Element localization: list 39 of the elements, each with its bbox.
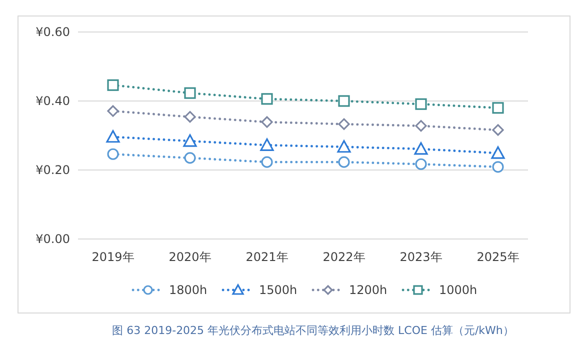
point <box>261 93 273 105</box>
legend-label: 1000h <box>439 283 478 298</box>
point <box>261 116 273 128</box>
y-tick-label: ¥0.60 <box>36 25 70 40</box>
point <box>492 124 504 136</box>
point <box>107 105 119 117</box>
point <box>184 111 196 123</box>
x-tick-label: 2019年 <box>92 250 134 264</box>
point <box>107 79 119 91</box>
x-tick-label: 2020年 <box>168 250 212 264</box>
point <box>338 156 350 168</box>
point <box>415 158 427 170</box>
point <box>492 161 504 173</box>
caption: 图 63 2019-2025 年光伏分布式电站不同等效利用小时数 LCOE 估算（元/kWh） <box>112 324 514 337</box>
point <box>491 146 505 159</box>
point <box>107 148 119 160</box>
point <box>414 142 428 155</box>
legend-label: 1200h <box>349 283 388 298</box>
point <box>106 130 120 143</box>
point <box>260 138 274 151</box>
point <box>338 118 350 130</box>
point <box>261 156 273 168</box>
point <box>338 95 350 107</box>
point <box>337 140 351 153</box>
point <box>184 152 196 164</box>
x-tick-label: 2021年 <box>246 250 288 264</box>
y-tick-label: ¥0.20 <box>36 163 70 178</box>
legend-label: 1500h <box>259 283 298 298</box>
legend-label: 1800h <box>169 283 208 298</box>
point <box>184 87 196 99</box>
point <box>415 120 427 132</box>
x-tick-label: 2023年 <box>400 250 442 264</box>
point <box>492 102 504 114</box>
x-tick-label: 2025年 <box>476 250 520 264</box>
y-tick-label: ¥0.40 <box>36 94 70 108</box>
point <box>415 98 427 110</box>
x-tick-label: 2022年 <box>322 250 366 264</box>
point <box>183 134 197 147</box>
y-tick-label: ¥0.00 <box>36 232 70 246</box>
